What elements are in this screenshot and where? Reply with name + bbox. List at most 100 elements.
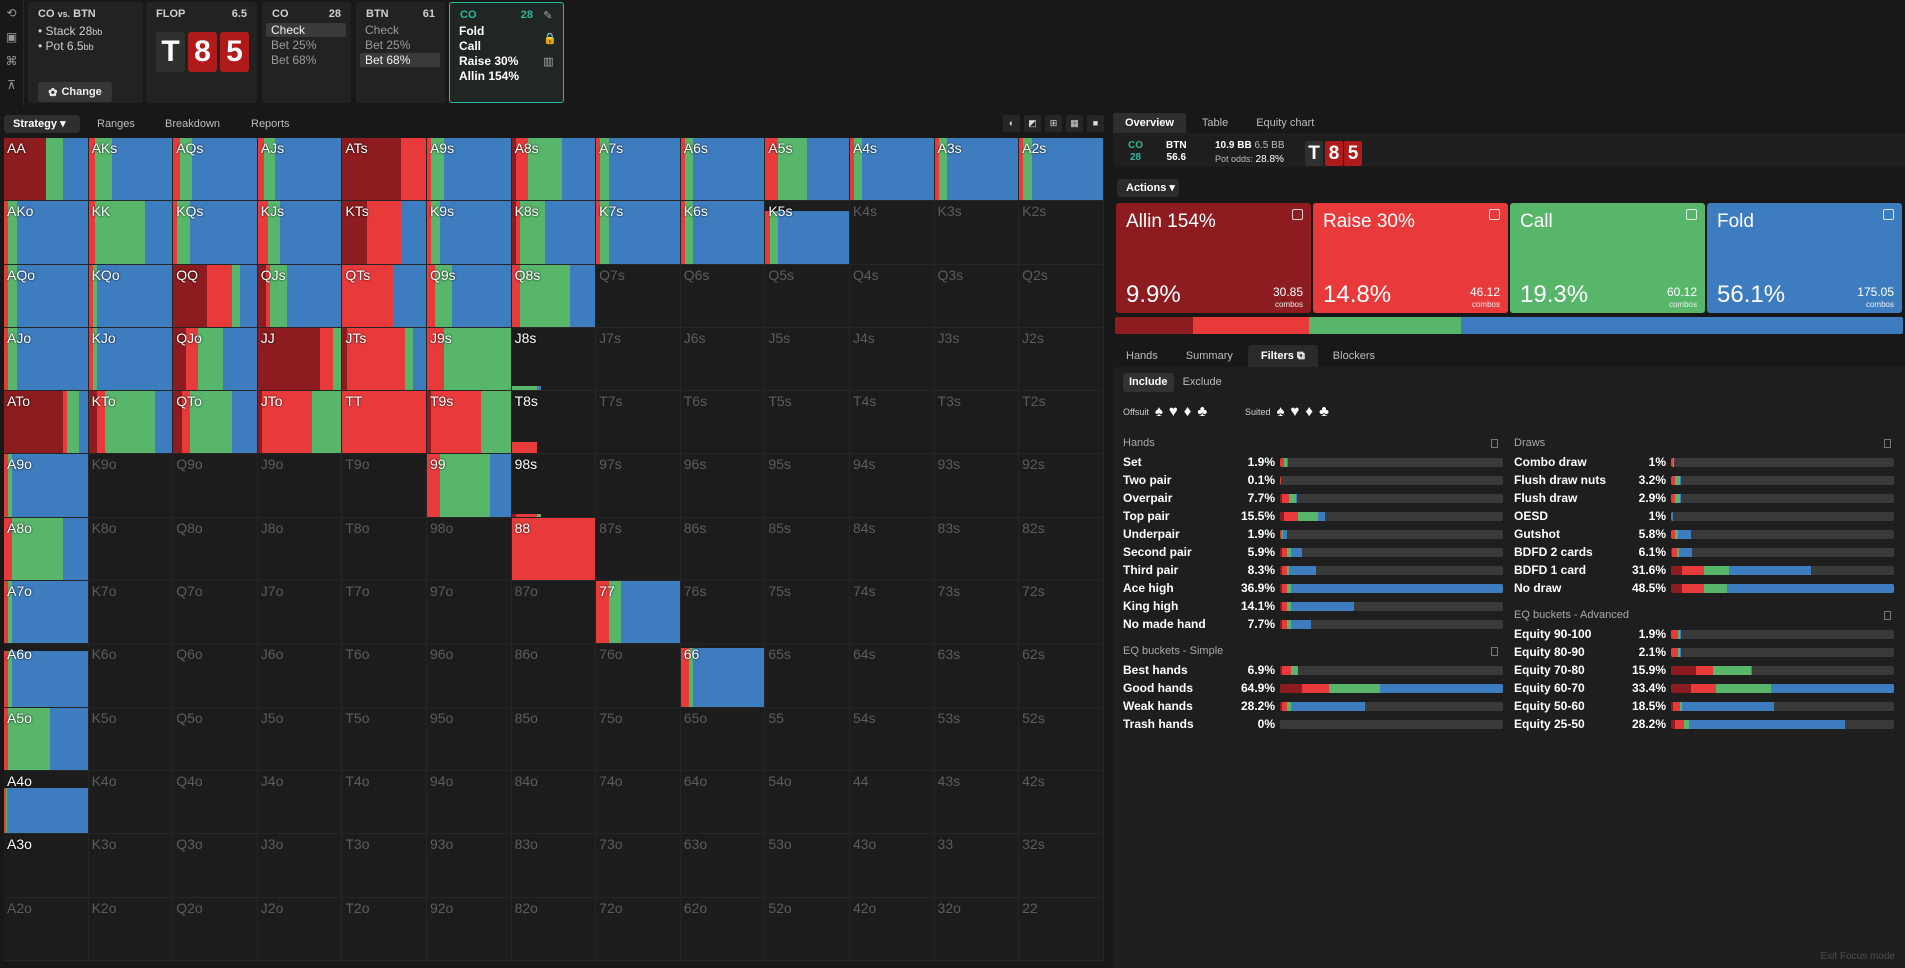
hand-cell[interactable]: T4s (849, 391, 935, 455)
panel-toggle-icon[interactable] (1884, 611, 1891, 620)
filter-row[interactable]: Equity 70-80 15.9% (1514, 663, 1894, 677)
hand-cell[interactable]: 52s (1019, 707, 1104, 771)
hand-cell[interactable]: QJs (257, 264, 343, 328)
filter-row[interactable]: Top pair 15.5% (1123, 509, 1503, 523)
co2-option[interactable]: Raise 30% (459, 54, 519, 68)
hand-cell[interactable]: K6o (88, 644, 174, 708)
tab-hands[interactable]: Hands (1126, 350, 1158, 362)
hand-cell[interactable]: K9s (426, 201, 512, 265)
hand-cell[interactable]: J4o (257, 770, 343, 835)
filter-row[interactable]: Third pair 8.3% (1123, 563, 1503, 577)
hand-cell[interactable]: K5o (88, 707, 174, 771)
hand-cell[interactable]: 75o (596, 707, 681, 771)
btn-option[interactable]: Bet 68% (360, 53, 440, 67)
hand-cell[interactable]: K5s (765, 201, 850, 265)
filter-row[interactable]: OESD 1% (1514, 509, 1894, 523)
hand-cell[interactable]: J3s (934, 327, 1020, 392)
compress-icon[interactable]: ⊞ (1045, 115, 1062, 132)
hand-cell[interactable]: 94s (849, 454, 935, 518)
hand-cell[interactable]: Q9s (426, 264, 512, 328)
hand-cell[interactable]: AJs (257, 138, 343, 202)
co2-option[interactable]: Fold (459, 24, 485, 38)
hand-cell[interactable]: 53o (765, 834, 850, 898)
panel-toggle-icon[interactable] (1491, 439, 1498, 448)
filter-row[interactable]: Overpair 7.7% (1123, 491, 1503, 505)
hand-cell[interactable]: K2s (1019, 201, 1104, 265)
hand-cell[interactable]: 76o (596, 644, 681, 708)
hand-cell[interactable]: K6s (680, 201, 766, 265)
hand-cell[interactable]: K2o (88, 897, 174, 961)
filter-row[interactable]: King high 14.1% (1123, 599, 1503, 613)
filter-row[interactable]: Equity 50-60 18.5% (1514, 699, 1894, 713)
hand-cell[interactable]: Q9o (173, 454, 258, 518)
hand-cell[interactable]: J2s (1019, 327, 1104, 392)
hand-cell[interactable]: AQs (173, 138, 258, 202)
hand-cell[interactable]: Q5s (765, 264, 850, 328)
hand-cell[interactable]: JJ (257, 327, 343, 392)
hand-cell[interactable]: 66 (680, 644, 766, 708)
hand-cell[interactable]: 43o (849, 834, 935, 898)
hand-cell[interactable]: T7o (342, 581, 427, 645)
hand-cell[interactable]: AKo (4, 201, 89, 265)
hand-cell[interactable]: 84o (511, 770, 597, 835)
filter-row[interactable]: Two pair 0.1% (1123, 473, 1503, 487)
btn-option[interactable]: Check (365, 23, 400, 37)
hand-cell[interactable]: 77 (596, 581, 681, 645)
hand-cell[interactable]: T2s (1019, 391, 1104, 455)
filter-row[interactable]: Equity 60-70 33.4% (1514, 681, 1894, 695)
hand-cell[interactable]: A6o (4, 644, 89, 708)
hand-cell[interactable]: Q2o (173, 897, 258, 961)
hand-cell[interactable]: 76s (680, 581, 766, 645)
diamond-icon[interactable]: ♦ (1183, 403, 1192, 420)
co-option[interactable]: Bet 25% (271, 38, 317, 52)
filter-row[interactable]: No made hand 7.7% (1123, 617, 1503, 631)
hand-cell[interactable]: 98s (511, 454, 597, 518)
hand-cell[interactable]: KK (88, 201, 174, 265)
tab-table[interactable]: Table (1201, 117, 1229, 129)
hand-cell[interactable]: T9o (342, 454, 427, 518)
hand-cell[interactable]: 86s (680, 517, 766, 582)
tab-filters[interactable]: Filters ⧉ (1247, 345, 1318, 367)
co2-option[interactable]: Allin 154% (459, 69, 520, 83)
hand-cell[interactable]: AA (4, 138, 89, 202)
hand-cell[interactable]: 64s (849, 644, 935, 708)
tab-reports[interactable]: Reports (251, 118, 290, 130)
hand-cell[interactable]: A8s (511, 138, 597, 202)
tab-equity-chart[interactable]: Equity chart (1256, 117, 1315, 129)
tab-overview[interactable]: Overview (1113, 113, 1186, 133)
hand-cell[interactable]: 97o (426, 581, 512, 645)
hand-cell[interactable]: T3s (934, 391, 1020, 455)
hand-cell[interactable]: QJo (173, 327, 258, 392)
action-fold[interactable]: Fold 56.1% 175.05 combos (1707, 203, 1902, 313)
hand-cell[interactable]: KTs (342, 201, 427, 265)
panel-toggle-icon[interactable] (1884, 439, 1891, 448)
action-raise[interactable]: Raise 30% 14.8% 46.12 combos (1313, 203, 1508, 313)
hand-cell[interactable]: 63o (680, 834, 766, 898)
book-icon[interactable]: ▥ (543, 56, 554, 68)
hand-cell[interactable]: J3o (257, 834, 343, 898)
filter-row[interactable]: Gutshot 5.8% (1514, 527, 1894, 541)
hand-cell[interactable]: KJo (88, 327, 174, 392)
hand-cell[interactable]: 92s (1019, 454, 1104, 518)
hand-cell[interactable]: T6s (680, 391, 766, 455)
exclude-button[interactable]: Exclude (1182, 376, 1222, 388)
filter-row[interactable]: BDFD 2 cards 6.1% (1514, 545, 1894, 559)
hand-cell[interactable]: 55 (765, 707, 850, 771)
hand-cell[interactable]: 86o (511, 644, 597, 708)
spade-icon[interactable]: ♠ (1154, 403, 1163, 420)
flop-panel[interactable]: FLOP 6.5 T 8 5 (146, 2, 257, 103)
panel-toggle-icon[interactable] (1491, 647, 1498, 656)
expand-icon[interactable] (1292, 209, 1303, 220)
hand-cell[interactable]: QQ (173, 264, 258, 328)
hand-cell[interactable]: 98o (426, 517, 512, 582)
hand-cell[interactable]: Q4o (173, 770, 258, 835)
hand-cell[interactable]: 62s (1019, 644, 1104, 708)
hand-cell[interactable]: 93s (934, 454, 1020, 518)
hand-cell[interactable]: 43s (934, 770, 1020, 835)
hand-cell[interactable]: A7s (596, 138, 681, 202)
hand-cell[interactable]: ATo (4, 391, 89, 455)
hand-cell[interactable]: 84s (849, 517, 935, 582)
hand-cell[interactable]: A5o (4, 707, 89, 771)
hand-cell[interactable]: KQs (173, 201, 258, 265)
hand-cell[interactable]: 95s (765, 454, 850, 518)
